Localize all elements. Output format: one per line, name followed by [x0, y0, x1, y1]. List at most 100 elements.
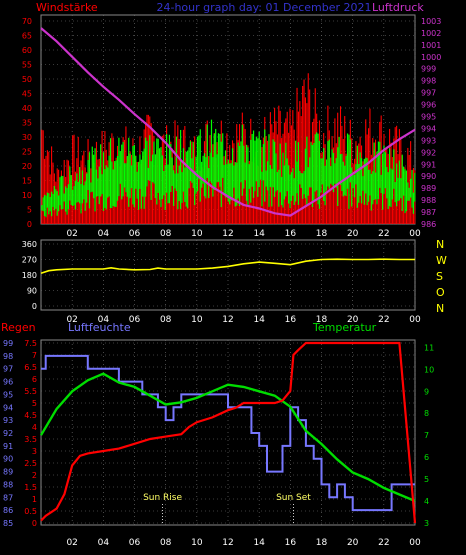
rain-humidity-temp-panel: 85868788899091929394959697989900.511.522…: [1, 321, 434, 548]
pressure-tick-label: 1002: [421, 29, 441, 38]
x-tick-label: 14: [253, 229, 265, 239]
humidity-tick-label: 98: [3, 352, 13, 361]
temperature-tick-label: 7: [424, 431, 429, 440]
pressure-tick-label: 986: [421, 220, 436, 229]
humidity-tick-label: 87: [3, 493, 13, 502]
humidity-tick-label: 96: [3, 378, 13, 387]
sun-annotation-label: Sun Rise: [143, 493, 182, 503]
wind-tick-label: 45: [22, 90, 32, 99]
rain-tick-label: 2: [32, 471, 37, 480]
rain-tick-label: 4: [32, 423, 37, 432]
x-tick-label: 06: [129, 229, 141, 239]
rain-tick-label: 1: [32, 495, 37, 504]
rain-axis-label: Regen: [1, 321, 36, 334]
x-tick-label: 10: [191, 538, 203, 548]
rain-tick-label: 4.5: [24, 411, 37, 420]
rain-line: [40, 341, 417, 524]
x-tick-label: 22: [378, 229, 389, 239]
direction-tick-label: 90: [27, 287, 37, 296]
wind-tick-label: 30: [22, 133, 32, 142]
compass-label: N: [436, 238, 444, 251]
pressure-tick-label: 991: [421, 160, 436, 169]
x-tick-label: 02: [66, 229, 77, 239]
pressure-tick-label: 995: [421, 113, 436, 122]
wind-tick-label: 35: [22, 119, 32, 128]
wind-tick-label: 65: [22, 32, 32, 41]
x-tick-label: 14: [253, 315, 265, 325]
wind-tick-label: 25: [22, 148, 32, 157]
temperature-tick-label: 8: [424, 409, 429, 418]
direction-tick-label: 0: [32, 302, 37, 311]
pressure-tick-label: 1001: [421, 41, 441, 50]
humidity-tick-label: 95: [3, 390, 13, 399]
rain-tick-label: 5.5: [24, 387, 37, 396]
compass-label: N: [436, 302, 444, 315]
pressure-tick-label: 994: [421, 124, 436, 133]
pressure-tick-label: 1000: [421, 53, 441, 62]
x-tick-label: 18: [316, 229, 328, 239]
pressure-tick-label: 992: [421, 148, 436, 157]
x-tick-label: 04: [98, 315, 110, 325]
x-tick-label: 22: [378, 538, 389, 548]
x-tick-label: 12: [222, 229, 233, 239]
x-tick-label: 16: [285, 229, 297, 239]
rain-tick-label: 0.5: [24, 507, 37, 516]
humidity-tick-label: 93: [3, 416, 13, 425]
wind-tick-label: 50: [22, 75, 32, 84]
chart-title: 24-hour graph day: 01 December 2021: [156, 1, 371, 14]
rain-tick-label: 2.5: [24, 459, 37, 468]
x-tick-label: 06: [129, 538, 141, 548]
temperature-tick-label: 10: [424, 365, 434, 374]
direction-tick-label: 180: [22, 271, 37, 280]
rain-humidity-temp-ticks: 85868788899091929394959697989900.511.522…: [3, 339, 434, 548]
humidity-tick-label: 85: [3, 519, 13, 528]
temperature-tick-label: 3: [424, 519, 429, 528]
x-tick-label: 18: [316, 538, 328, 548]
rain-tick-label: 3: [32, 447, 37, 456]
wind-axis-label: Windstärke: [36, 1, 98, 14]
x-tick-label: 00: [409, 538, 421, 548]
x-tick-label: 18: [316, 315, 328, 325]
humidity-tick-label: 94: [3, 403, 13, 412]
direction-tick-label: 360: [22, 240, 37, 249]
compass-label: O: [436, 286, 445, 299]
x-tick-label: 04: [98, 538, 110, 548]
humidity-tick-label: 90: [3, 455, 13, 464]
rain-tick-label: 1.5: [24, 483, 37, 492]
humidity-tick-label: 97: [3, 365, 13, 374]
rain-humidity-temp-series: [39, 341, 417, 524]
humidity-tick-label: 86: [3, 506, 13, 515]
x-tick-label: 02: [66, 315, 77, 325]
humidity-axis-label: Luftfeuchte: [68, 321, 131, 334]
temperature-axis-label: Temperatur: [312, 321, 377, 334]
x-tick-label: 00: [409, 315, 421, 325]
sun-annotation-label: Sun Set: [276, 493, 311, 503]
humidity-tick-label: 89: [3, 468, 13, 477]
pressure-axis-label: Luftdruck: [372, 1, 424, 14]
pressure-tick-label: 1003: [421, 17, 441, 26]
rain-tick-label: 0: [32, 519, 37, 528]
wind-tick-label: 70: [22, 17, 32, 26]
temperature-tick-label: 4: [424, 497, 429, 506]
x-tick-label: 20: [347, 229, 359, 239]
wind-direction-line: [40, 258, 415, 275]
pressure-tick-label: 997: [421, 89, 436, 98]
temperature-tick-label: 6: [424, 453, 429, 462]
temperature-tick-label: 11: [424, 343, 434, 352]
humidity-line: [41, 354, 415, 512]
x-tick-label: 16: [285, 538, 297, 548]
pressure-tick-label: 999: [421, 65, 436, 74]
x-tick-label: 12: [222, 315, 233, 325]
humidity-tick-label: 88: [3, 480, 13, 489]
temperature-tick-label: 5: [424, 475, 429, 484]
wind-direction-series: [40, 258, 415, 275]
x-tick-label: 08: [160, 315, 172, 325]
pressure-tick-label: 996: [421, 101, 436, 110]
pressure-line: [40, 27, 416, 217]
wind-pressure-ticks: 0 5 10 15 20 25 30 35 40 45 50 55 60 65 70 986 987 988 989…: [22, 17, 442, 239]
x-tick-label: 12: [222, 538, 233, 548]
x-tick-label: 06: [129, 315, 141, 325]
x-tick-label: 20: [347, 315, 359, 325]
